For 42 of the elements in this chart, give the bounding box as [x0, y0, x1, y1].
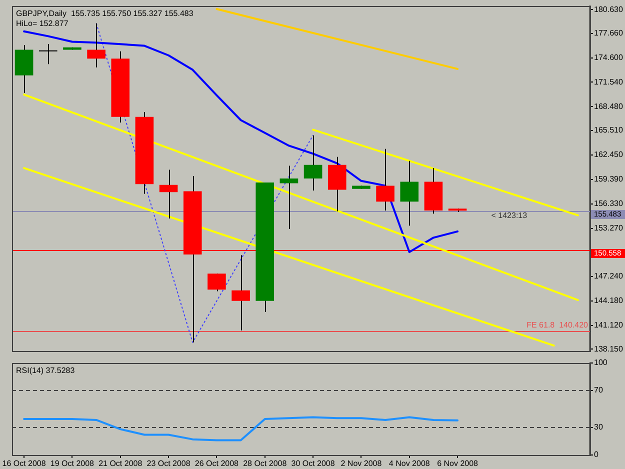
y-tick-label: 180.630	[594, 4, 624, 14]
annotation: < 1423:13	[491, 210, 528, 220]
y-tick-label: 159.390	[594, 174, 624, 184]
x-tick-label: 26 Oct 2008	[194, 459, 240, 468]
y-tick-label: 168.480	[594, 102, 624, 111]
x-tick-label: 23 Oct 2008	[146, 459, 191, 468]
candlestick	[87, 22, 106, 68]
annotation: FE 61.8 140.420	[526, 320, 589, 330]
y-tick-label: 153.270	[594, 224, 624, 233]
y-tick-label: 156.330	[594, 199, 624, 208]
y-tick-label: 162.450	[594, 150, 624, 160]
y-tick-label: 0	[594, 450, 599, 460]
y-tick-label: 171.540	[594, 77, 624, 86]
y-tick-label: 70	[594, 386, 604, 395]
y-tick-label: 177.660	[594, 28, 624, 38]
x-tick-label: 16 Oct 2008	[2, 459, 46, 468]
candlestick	[376, 148, 394, 211]
candlestick	[400, 160, 419, 226]
y-tick-label: 147.240	[594, 272, 624, 281]
candlestick	[280, 165, 298, 230]
candlestick	[232, 254, 250, 331]
x-tick-label: 30 Oct 2008	[291, 459, 336, 468]
chart-title: RSI(14) 37.5283	[16, 366, 75, 376]
candlestick	[38, 44, 58, 65]
x-tick-label: 19 Oct 2008	[50, 459, 95, 468]
y-tick-label: 144.180	[594, 296, 624, 306]
y-tick-label: 30	[594, 422, 604, 432]
y-tick-label: 141.120	[594, 320, 624, 330]
candlestick	[159, 169, 178, 219]
x-tick-label: 21 Oct 2008	[98, 459, 143, 468]
y-tick-label: 138.150	[594, 344, 624, 354]
x-tick-label: 4 Nov 2008	[388, 459, 430, 468]
x-tick-label: 2 Nov 2008	[340, 459, 382, 468]
candlestick	[208, 273, 226, 292]
x-tick-label: 6 Nov 2008	[437, 459, 479, 468]
y-tick-label: 165.510	[594, 126, 624, 135]
x-tick-label: 28 Oct 2008	[243, 459, 288, 468]
chart-title: GBPJPY,Daily 155.735 155.750 155.327 155.483	[16, 8, 194, 19]
y-tick-label: 174.600	[594, 52, 624, 62]
y-tick-label: 100	[594, 358, 608, 368]
text: HiLo= 152.877	[16, 18, 68, 29]
candlestick	[304, 134, 322, 191]
